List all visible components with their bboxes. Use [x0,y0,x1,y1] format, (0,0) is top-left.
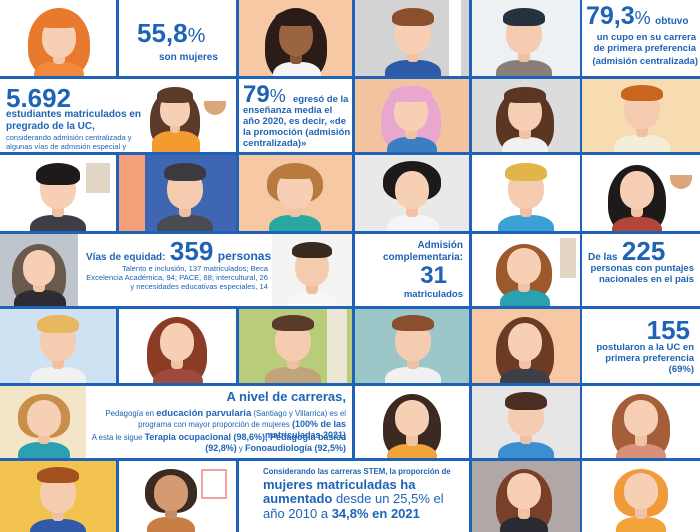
bookshelf-decoration [449,0,461,76]
portrait-long-hair-woman [472,309,580,383]
stat-women-percentage: 55,8% son mujeres [119,0,236,76]
portrait-grey-hair-woman [0,234,78,306]
stat-note: considerando admisión centralizada y alg… [6,133,132,152]
stat-value: 225 [621,236,666,266]
portrait-orange-hair-man [582,79,700,152]
portrait-blond-man [472,155,580,231]
stat-unit: matriculados [403,289,463,300]
portrait-man-green-background [239,309,352,383]
portrait-braided-woman [472,79,580,152]
portrait-woman-glasses [239,155,352,231]
portrait-man-teal-background [355,309,469,383]
stem-highlight: mujeres matriculadas ha aumentado [263,477,416,507]
careers-text: y [236,443,245,453]
portrait-black-hair-woman-plant [582,155,700,231]
careers-highlight: (100% de las matriculadas 2021) [264,419,346,441]
stat-first-choice: 79,3% obtuvo un cupo en su carrera de pr… [582,0,700,76]
stat-note: (admisión centralizada) [592,56,698,67]
hanging-plant-decoration [204,101,226,115]
stem-middle: desde un 25,5% el año 2010 a [263,491,444,521]
careers-highlight: Fonoaudiología (92,5%) [244,442,346,453]
stat-value: 79,3 [586,2,635,30]
stat-value: 5.692 [6,83,72,113]
stat-unit: personas [217,249,272,263]
stat-unit: % [269,86,286,106]
careers-text: Pedagogía en [105,409,157,418]
careers-text: (Santiago y Villarrica) es el programa c… [138,409,346,430]
stat-careers: A nivel de carreras, Pedagogía en educac… [86,386,352,458]
portrait-woman-dark-hair [355,386,469,458]
stat-label: son mujeres [159,52,218,63]
wall-decoration [119,155,145,231]
bookshelf-decoration [327,309,347,383]
portrait-auburn-hair-woman [119,309,236,383]
portrait-woman-bookshelf [472,234,580,306]
stat-stem-women: Considerando las carreras STEM, la propo… [239,461,469,532]
portrait-redhead-woman [0,0,116,76]
careers-text: A esta le sigue [91,433,145,442]
portrait-blond-man-city [0,309,116,383]
stat-label: Admisión complementaria: [382,240,463,263]
stat-value: 31 [420,262,447,289]
stat-national-scores: De las 225 personas con puntajes naciona… [582,234,700,306]
stat-label: postularon a la UC en primera preferenci… [596,342,694,375]
stat-complementary-admission: Admisión complementaria: 31 matriculados [355,234,469,306]
stat-label: egresó de la enseñanza media el año 2020… [243,94,351,149]
portrait-woman-glasses-art [119,461,236,532]
portrait-woman-ponytail [582,461,700,532]
careers-highlight: educación parvularia [156,408,252,419]
stat-label: un cupo en su carrera de primera prefere… [593,32,696,54]
stat-enrolled-students: 5.692 estudiantes matriculados en pregra… [0,79,236,152]
stat-value: 55,8 [137,18,188,48]
portrait-pink-hair-woman [355,79,469,152]
stat-suffix: obtuvo [655,16,689,27]
stat-label: personas con puntajes nacionales en el p… [590,263,694,285]
portrait-man-office [272,234,352,306]
portrait-young-man-brown-hair [355,0,469,76]
portrait-man-curly-hair [472,386,580,458]
stat-prefix: Vías de equidad: [86,252,166,263]
stem-text: mujeres matriculadas ha aumentado desde … [263,477,467,521]
portrait-woman-framed [472,461,580,532]
stat-unit: % [187,25,206,47]
portrait-woman-reddish-hair [582,386,700,458]
portrait-man-black-hair [472,0,580,76]
stat-equity-paths: Vías de equidad: 359 personas Talento e … [78,234,272,306]
stat-value: 155 [646,315,690,345]
stat-graduated-2020: 79% egresó de la enseñanza media el año … [239,79,352,152]
portrait-woman-bun [0,386,86,458]
stem-intro: Considerando las carreras STEM, la propo… [263,467,451,476]
stat-value: 359 [169,236,214,266]
stat-value: 79 [243,81,270,108]
careers-highlight: Terapia ocupacional (98,6%), Pedagogía b… [144,432,346,453]
careers-line-2: A esta le sigue Terapia ocupacional (98,… [90,432,346,454]
portrait-curly-hair-woman [355,155,469,231]
careers-line-1: Pedagogía en educación parvularia (Santi… [90,408,346,441]
portrait-man-yellow-background [0,461,116,532]
portrait-short-black-hair-woman [0,155,116,231]
bookshelf-decoration [86,163,110,193]
stat-label: estudiantes matriculados en pregrado de … [6,109,142,132]
hanging-plant-decoration [670,175,692,189]
stat-unit: % [634,8,651,28]
stat-detail: Talento e inclusión, 137 matriculados; B… [86,264,268,292]
stat-applied-first-choice: 155 postularon a la UC en primera prefer… [582,309,700,383]
portrait-man-blue-background [119,155,236,231]
wall-art-decoration [201,469,227,499]
stat-prefix: De las [588,252,618,263]
careers-title: A nivel de carreras, [226,389,346,404]
bookshelf-decoration [560,238,576,278]
portrait-dark-skinned-woman [239,0,352,76]
stem-highlight: 34,8% en 2021 [331,505,420,521]
